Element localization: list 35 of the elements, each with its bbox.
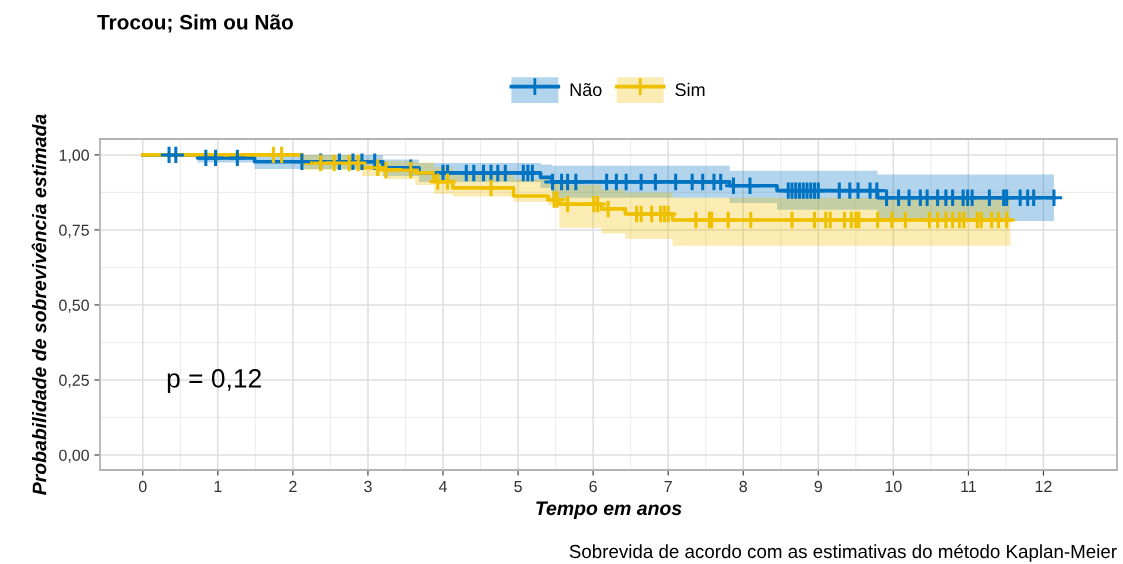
point bbox=[782, 210, 802, 230]
x-tick-label: 11 bbox=[961, 481, 976, 492]
text: Sobrevida de acordo com as estimativas do método Kaplan-Meier bbox=[569, 544, 1117, 562]
annotation: p = 0,12 bbox=[167, 369, 261, 393]
x-tick-label: 10 bbox=[885, 480, 902, 493]
point bbox=[376, 160, 396, 180]
x-tick-label: 3 bbox=[364, 480, 372, 493]
y-tick-label: 1,00 bbox=[59, 149, 89, 163]
y-tick-label: 0,00 bbox=[59, 449, 89, 463]
y-axis-title: Probabilidade de sobrevivência estimada bbox=[31, 114, 47, 495]
x-axis-title: Tempo em anos bbox=[536, 501, 682, 519]
x-tick-label: 0 bbox=[138, 480, 147, 493]
x-tick-label: 7 bbox=[664, 481, 672, 492]
x-tick-label: 8 bbox=[739, 480, 747, 493]
point bbox=[348, 153, 368, 173]
point bbox=[895, 210, 916, 230]
point bbox=[481, 178, 501, 198]
x-tick-label: 2 bbox=[289, 480, 297, 492]
point bbox=[598, 199, 618, 219]
x-tick-label: 1 bbox=[214, 481, 222, 492]
x-tick-label: 4 bbox=[438, 481, 447, 492]
point bbox=[437, 171, 458, 192]
point bbox=[740, 210, 761, 230]
point bbox=[718, 210, 738, 230]
y-tick-label: 0,25 bbox=[59, 374, 89, 388]
y-tick-label: 0,50 bbox=[59, 299, 89, 313]
legend-label: Sim bbox=[675, 82, 705, 97]
x-tick-label: 12 bbox=[1035, 480, 1052, 492]
x-tick-label: 6 bbox=[589, 480, 597, 493]
legend-label: Não bbox=[570, 82, 602, 97]
x-tick-label: 9 bbox=[814, 480, 822, 493]
y-tick-label: 0,75 bbox=[59, 224, 89, 238]
point bbox=[324, 153, 344, 173]
chart-title: Trocou; Sim ou Não bbox=[97, 14, 293, 33]
x-tick-label: 5 bbox=[514, 481, 522, 493]
